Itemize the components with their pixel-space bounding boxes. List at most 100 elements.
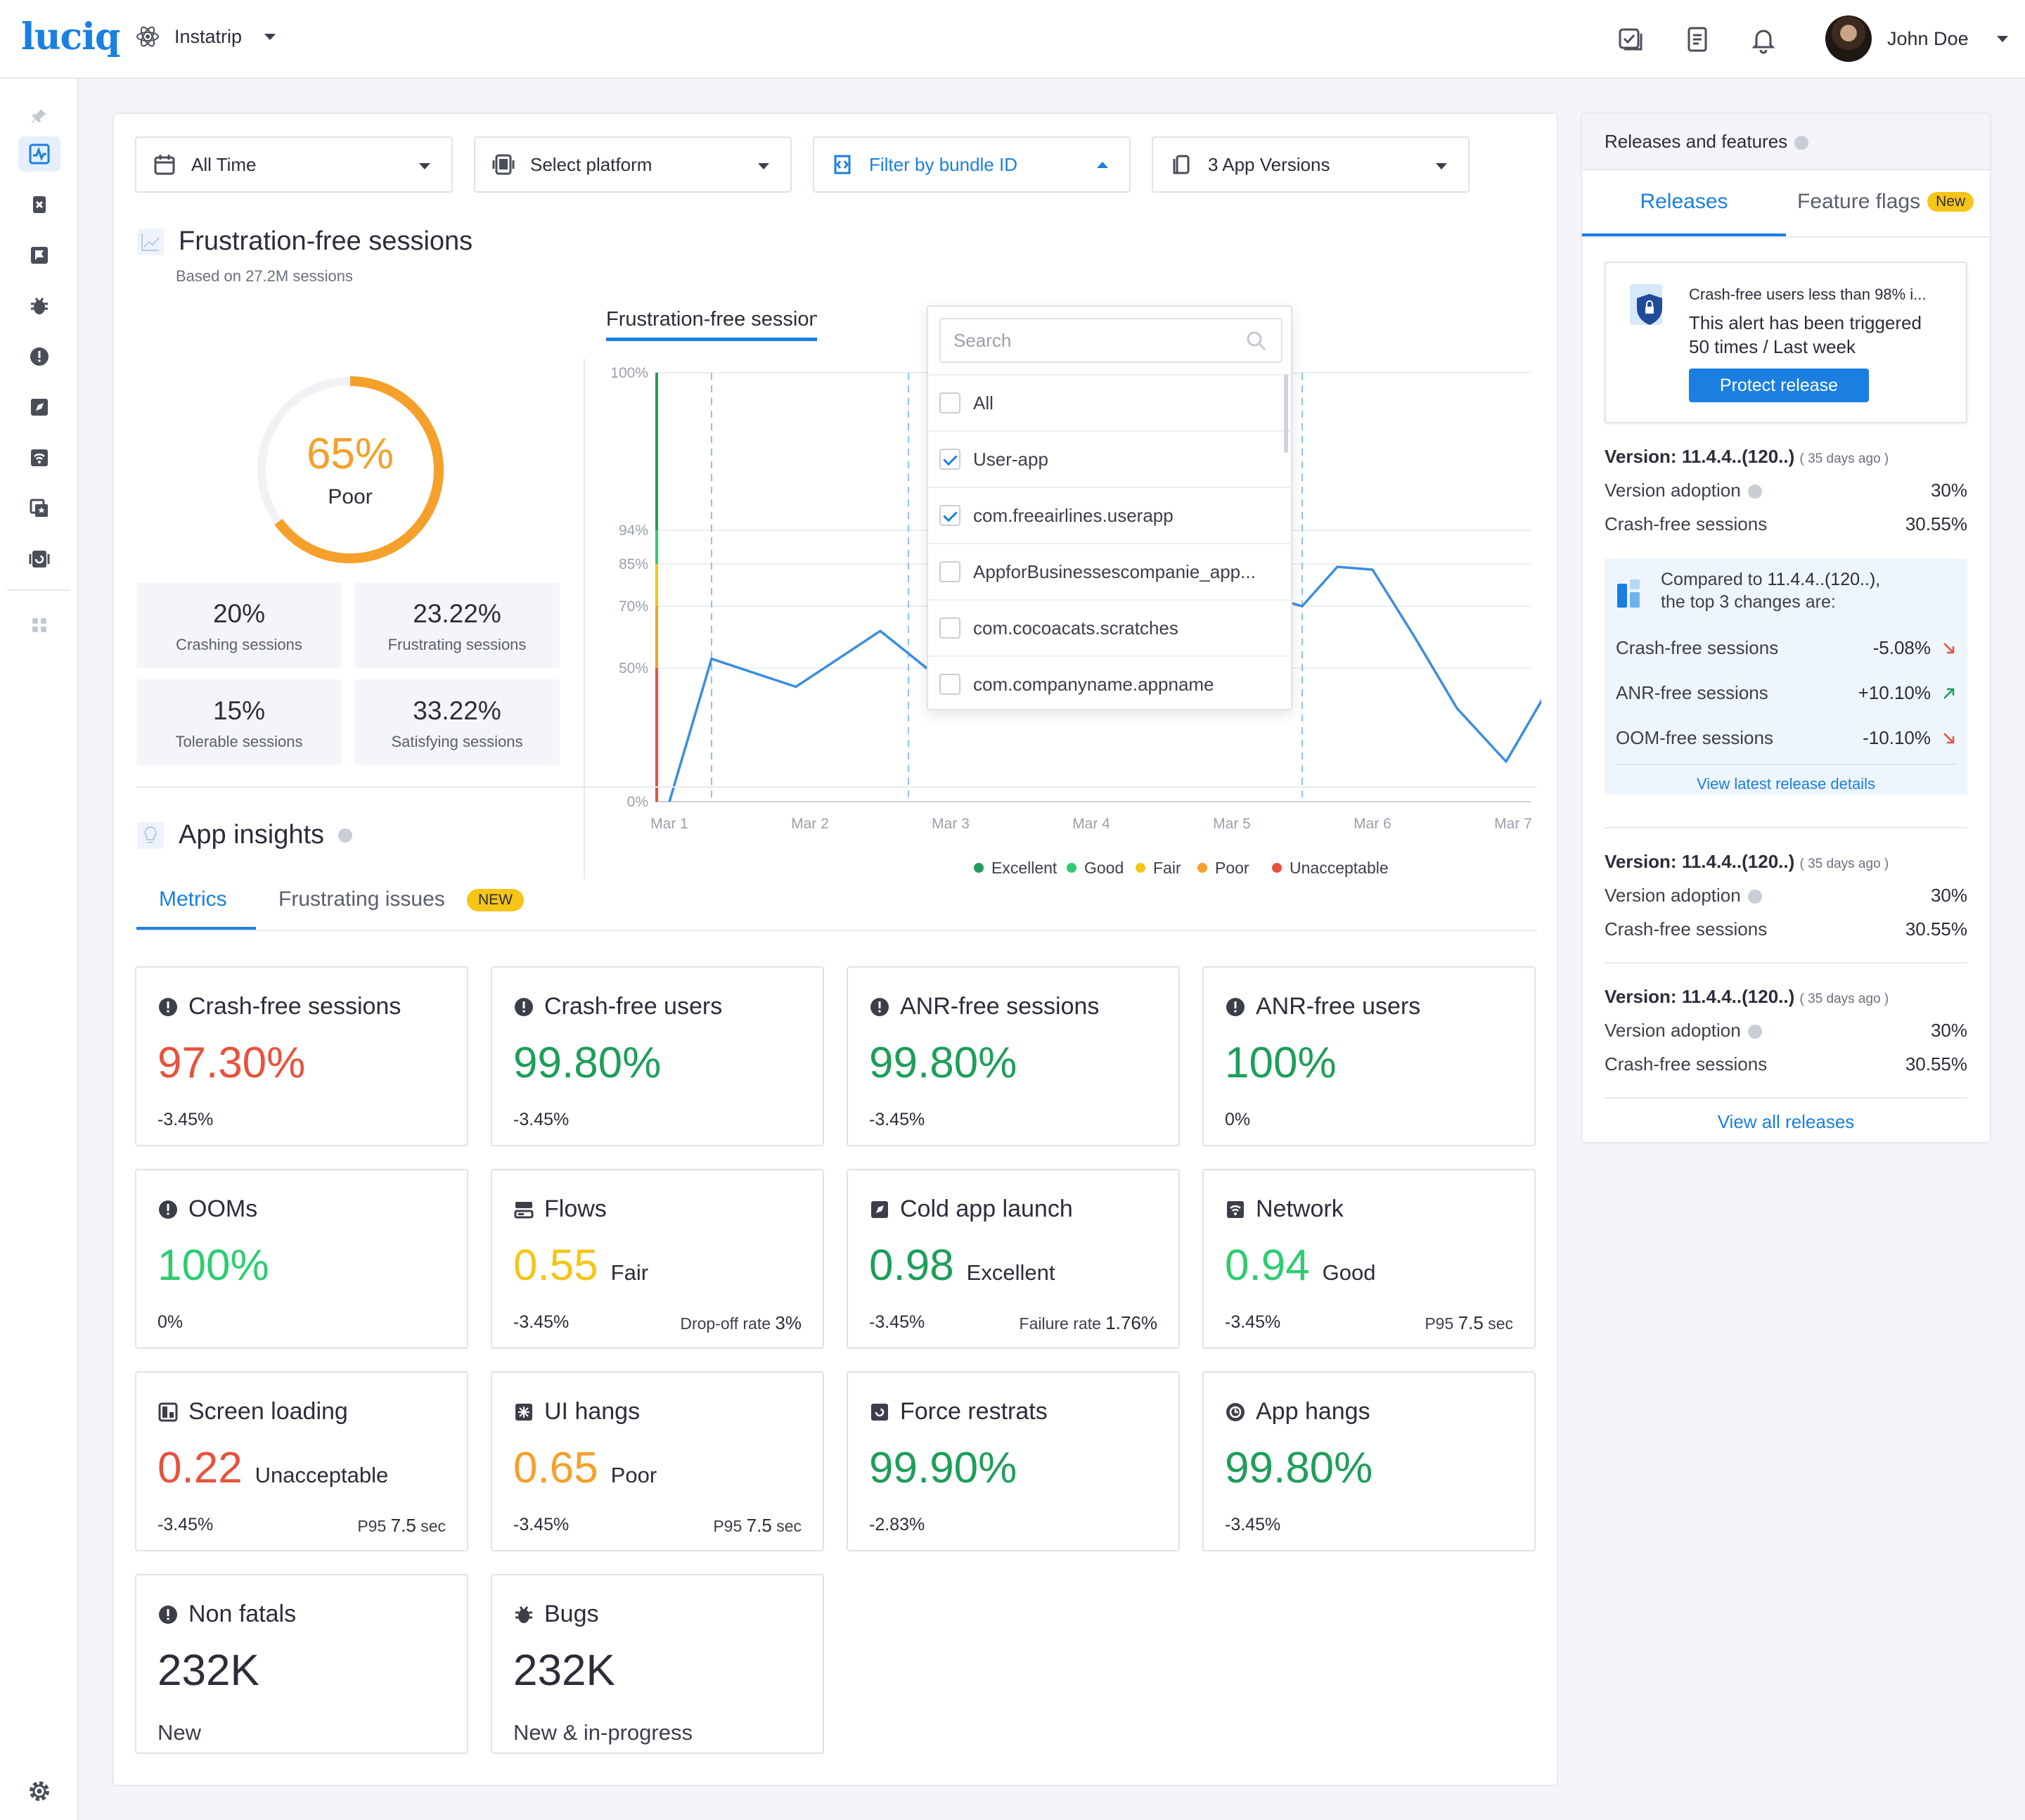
dropdown-option[interactable]: User-app <box>928 430 1294 487</box>
card-delta: -3.45% <box>1225 1312 1281 1332</box>
flows-icon <box>513 1199 534 1220</box>
screen-icon <box>158 1402 179 1423</box>
chart-tab[interactable]: Frustration-free sessions <box>606 308 817 331</box>
x-tick-label: Mar 1 <box>650 816 688 832</box>
compare-box <box>1605 558 1967 795</box>
version-title[interactable]: Version: 11.4.4..(120..) ( 35 days ago ) <box>1605 851 1889 872</box>
bell-icon[interactable] <box>1748 24 1779 55</box>
card-title: Non fatals <box>158 1601 296 1628</box>
arrow-down-icon <box>1943 642 1955 653</box>
info-icon[interactable] <box>1747 485 1762 499</box>
metric-card[interactable]: App hangs 99.80% -3.45% <box>1202 1371 1536 1551</box>
stat-crashing: 20% Crashing sessions <box>136 582 342 668</box>
info-icon[interactable] <box>338 828 353 842</box>
flag-icon[interactable] <box>18 238 60 273</box>
dropdown-option[interactable]: com.cocoacats.scratches <box>928 599 1294 655</box>
crash-reports-icon[interactable] <box>18 187 60 222</box>
arrow-down-icon <box>1943 732 1955 743</box>
network-icon[interactable] <box>18 440 60 475</box>
scrollbar[interactable] <box>1284 374 1288 453</box>
metric-card[interactable]: Crash-free users 99.80% -3.45% <box>491 966 824 1146</box>
alert-icon <box>869 996 890 1018</box>
project-switcher[interactable]: Instatrip <box>135 24 276 49</box>
info-icon[interactable] <box>1794 136 1809 150</box>
metric-card[interactable]: Non fatals 232K New <box>135 1574 468 1754</box>
metric-card[interactable]: Network 0.94 Good -3.45% P95 7.5 sec <box>1202 1169 1536 1349</box>
card-delta: 0% <box>158 1312 184 1332</box>
metric-card[interactable]: Screen loading 0.22 Unacceptable -3.45% P95 … <box>135 1371 468 1551</box>
view-latest-release-link[interactable]: View latest release details <box>1697 775 1875 793</box>
search-input[interactable]: Search <box>939 318 1282 363</box>
tab-metrics[interactable]: Metrics <box>159 887 227 911</box>
metric-card[interactable]: Crash-free sessions 97.30% -3.45% <box>135 966 468 1146</box>
dashboard-icon[interactable] <box>18 136 60 172</box>
card-delta: -3.45% <box>158 1515 214 1534</box>
bundle-dropdown: Search All User-app com.freeairlines.use… <box>927 305 1294 712</box>
checkbox[interactable] <box>939 392 960 414</box>
checkbox[interactable] <box>939 561 960 582</box>
compare-icon <box>1617 579 1640 608</box>
metric-card[interactable]: Flows 0.55 Fair -3.45% Drop-off rate 3% <box>491 1169 824 1349</box>
protect-release-button[interactable]: Protect release <box>1689 369 1869 402</box>
view-all-releases-link[interactable]: View all releases <box>1717 1111 1855 1132</box>
document-icon[interactable] <box>1682 24 1713 55</box>
settings-icon[interactable] <box>18 1774 60 1809</box>
card-value: 99.80% <box>1225 1444 1373 1492</box>
alert-icon[interactable] <box>18 339 60 374</box>
platform-filter[interactable]: Select platform <box>474 136 792 193</box>
card-title: Crash-free users <box>513 993 722 1020</box>
version-title[interactable]: Version: 11.4.4..(120..) ( 35 days ago ) <box>1605 446 1889 467</box>
alert-card: Crash-free users less than 98% i... This… <box>1605 262 1967 423</box>
screens-icon[interactable] <box>18 491 60 526</box>
card-value: 100% <box>1225 1039 1337 1087</box>
card-value: 99.80% <box>869 1039 1017 1087</box>
checkbox[interactable] <box>939 449 960 470</box>
tab-feature-flags[interactable]: Feature flags New <box>1797 190 1974 214</box>
metric-card[interactable]: OOMs 100% 0% <box>135 1169 468 1349</box>
card-rating: Unacceptable <box>255 1463 389 1487</box>
user-menu[interactable]: John Doe <box>1825 15 2008 62</box>
launch-icon[interactable] <box>18 390 60 425</box>
apps-grid-icon[interactable] <box>18 608 60 643</box>
dropdown-option[interactable]: com.companyname.appname <box>928 655 1294 712</box>
bundle-filter[interactable]: Filter by bundle ID <box>813 136 1131 193</box>
card-delta: -3.45% <box>158 1110 214 1129</box>
logo[interactable]: luciq <box>21 15 120 58</box>
info-icon[interactable] <box>1747 890 1762 904</box>
metric-card[interactable]: Bugs 232K New & in-progress <box>491 1574 824 1754</box>
trend-chart-icon <box>137 228 164 255</box>
metric-card[interactable]: ANR-free users 100% 0% <box>1202 966 1536 1146</box>
versions-filter[interactable]: 3 App Versions <box>1152 136 1470 193</box>
info-icon[interactable] <box>1747 1025 1762 1039</box>
card-value: 0.65 Poor <box>513 1444 657 1492</box>
task-check-icon[interactable] <box>1614 24 1645 55</box>
version-title[interactable]: Version: 11.4.4..(120..) ( 35 days ago ) <box>1605 986 1889 1007</box>
metric-card[interactable]: Force restrats 99.90% -2.83% <box>847 1371 1180 1551</box>
releases-icon[interactable] <box>18 541 60 577</box>
legend-label: Unacceptable <box>1290 859 1389 877</box>
x-tick-label: Mar 5 <box>1213 816 1251 832</box>
bug-icon[interactable] <box>18 288 60 323</box>
dropdown-option[interactable]: AppforBusinessescompanie_app... <box>928 543 1294 599</box>
checkbox[interactable] <box>939 505 960 526</box>
bug-icon <box>513 1604 534 1625</box>
metric-card[interactable]: ANR-free sessions 99.80% -3.45% <box>847 966 1180 1146</box>
metric-card[interactable]: UI hangs 0.65 Poor -3.45% P95 7.5 sec <box>491 1371 824 1551</box>
checkbox[interactable] <box>939 674 960 695</box>
time-filter[interactable]: All Time <box>135 136 453 193</box>
legend-label: Fair <box>1153 859 1181 877</box>
pin-icon[interactable] <box>18 98 60 134</box>
chevron-up-icon <box>1097 162 1108 168</box>
card-value: 99.80% <box>513 1039 662 1087</box>
checkbox[interactable] <box>939 617 960 639</box>
legend-dot <box>974 863 984 873</box>
metric-card[interactable]: Cold app launch 0.98 Excellent -3.45% Failur… <box>847 1169 1180 1349</box>
tab-releases[interactable]: Releases <box>1640 190 1728 213</box>
card-delta: -3.45% <box>513 1312 570 1332</box>
dropdown-option[interactable]: All <box>928 374 1294 430</box>
alert-icon <box>158 1199 179 1220</box>
card-delta: -3.45% <box>869 1312 925 1332</box>
tab-frustrating-issues[interactable]: Frustrating issues <box>278 887 445 911</box>
dropdown-option[interactable]: com.freeairlines.userapp <box>928 487 1294 543</box>
card-title: App hangs <box>1225 1398 1370 1425</box>
